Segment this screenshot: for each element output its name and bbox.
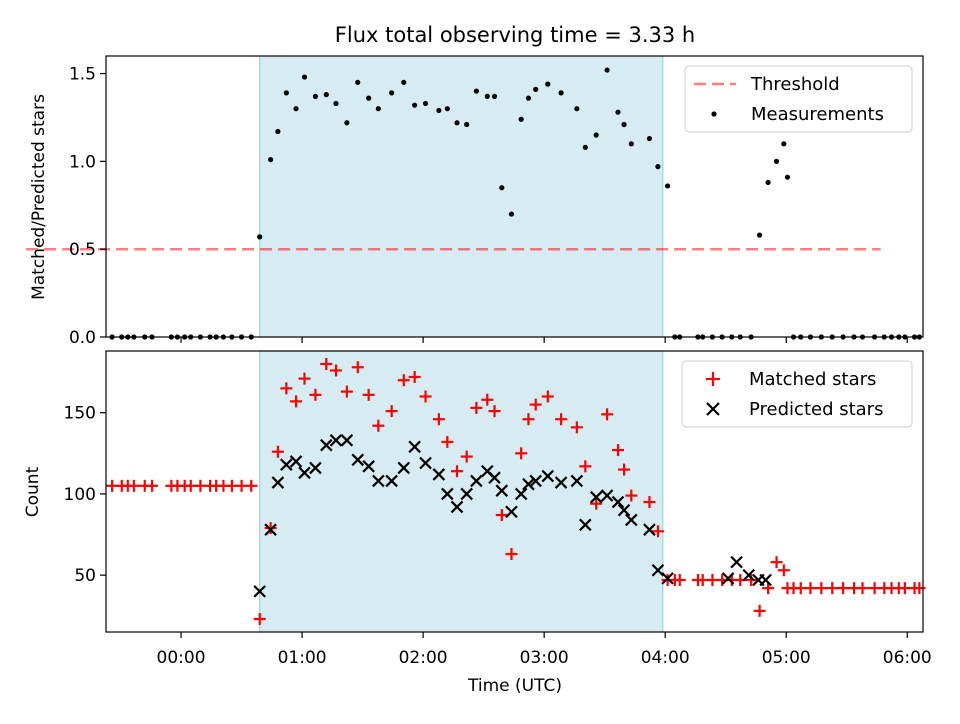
top-y-axis-label: Matched/Predicted stars [29,94,49,300]
measurement-point [615,110,620,115]
x-tick-label: 04:00 [641,648,690,668]
measurement-point [366,96,371,101]
measurement-point [445,106,450,111]
measurement-point [785,175,790,180]
measurement-point [485,94,490,99]
measurement-point [665,183,670,188]
x-tick-label: 05:00 [762,648,811,668]
legend-measurements-label: Measurements [751,104,884,125]
measurement-point [545,82,550,87]
measurement-point [275,129,280,134]
measurement-point [604,67,609,72]
y-tick-label: 150 [64,404,96,424]
measurement-point [464,122,469,127]
measurement-point [389,90,394,95]
measurement-point [268,157,273,162]
figure: Flux total observing time = 3.33 h 0.0 0.… [0,0,960,720]
bottom-y-axis-label: Count [23,466,43,517]
measurement-point [533,87,538,92]
x-tick-label: 00:00 [157,648,206,668]
measurement-point [509,211,514,216]
measurement-point [781,141,786,146]
measurement-point [621,122,626,127]
legend-predicted-label: Predicted stars [749,399,883,420]
measurement-point [313,94,318,99]
measurement-point [344,120,349,125]
measurement-point [376,106,381,111]
measurement-point [629,141,634,146]
measurement-point [526,96,531,101]
y-tick-label: 0.0 [69,328,96,348]
measurement-point [757,233,762,238]
measurement-point [765,180,770,185]
measurement-point [302,74,307,79]
x-tick-label: 01:00 [278,648,327,668]
measurement-point [655,164,660,169]
legend-measurements-swatch [711,111,716,116]
measurement-point [774,159,779,164]
y-tick-label: 100 [64,485,96,505]
measurement-point [474,89,479,94]
measurement-point [583,145,588,150]
measurement-point [594,132,599,137]
y-tick-label: 50 [74,566,96,586]
legend-threshold-label: Threshold [750,74,840,95]
measurement-point [436,108,441,113]
top-legend: Threshold Measurements [685,66,912,132]
x-tick-label: 03:00 [520,648,569,668]
bottom-legend: Matched stars Predicted stars [682,361,912,427]
y-tick-label: 1.5 [69,65,96,85]
chart-title: Flux total observing time = 3.33 h [335,23,695,47]
measurement-point [423,101,428,106]
measurement-point [574,106,579,111]
x-axis-label: Time (UTC) [467,676,562,696]
measurement-point [284,90,289,95]
measurement-point [293,106,298,111]
x-tick-label: 02:00 [399,648,448,668]
measurement-point [324,92,329,97]
measurement-point [412,103,417,108]
measurement-point [401,80,406,85]
y-tick-label: 1.0 [69,152,96,172]
legend-matched-label: Matched stars [749,369,876,390]
measurement-point [492,94,497,99]
measurement-point [499,185,504,190]
measurement-point [333,101,338,106]
y-tick-label: 0.5 [69,240,96,260]
measurement-point [355,80,360,85]
measurement-point [647,136,652,141]
observing-window-shade [260,56,663,337]
x-tick-label: 06:00 [883,648,932,668]
measurement-point [558,90,563,95]
measurement-point [519,117,524,122]
measurement-point [454,120,459,125]
measurement-point [257,234,262,239]
